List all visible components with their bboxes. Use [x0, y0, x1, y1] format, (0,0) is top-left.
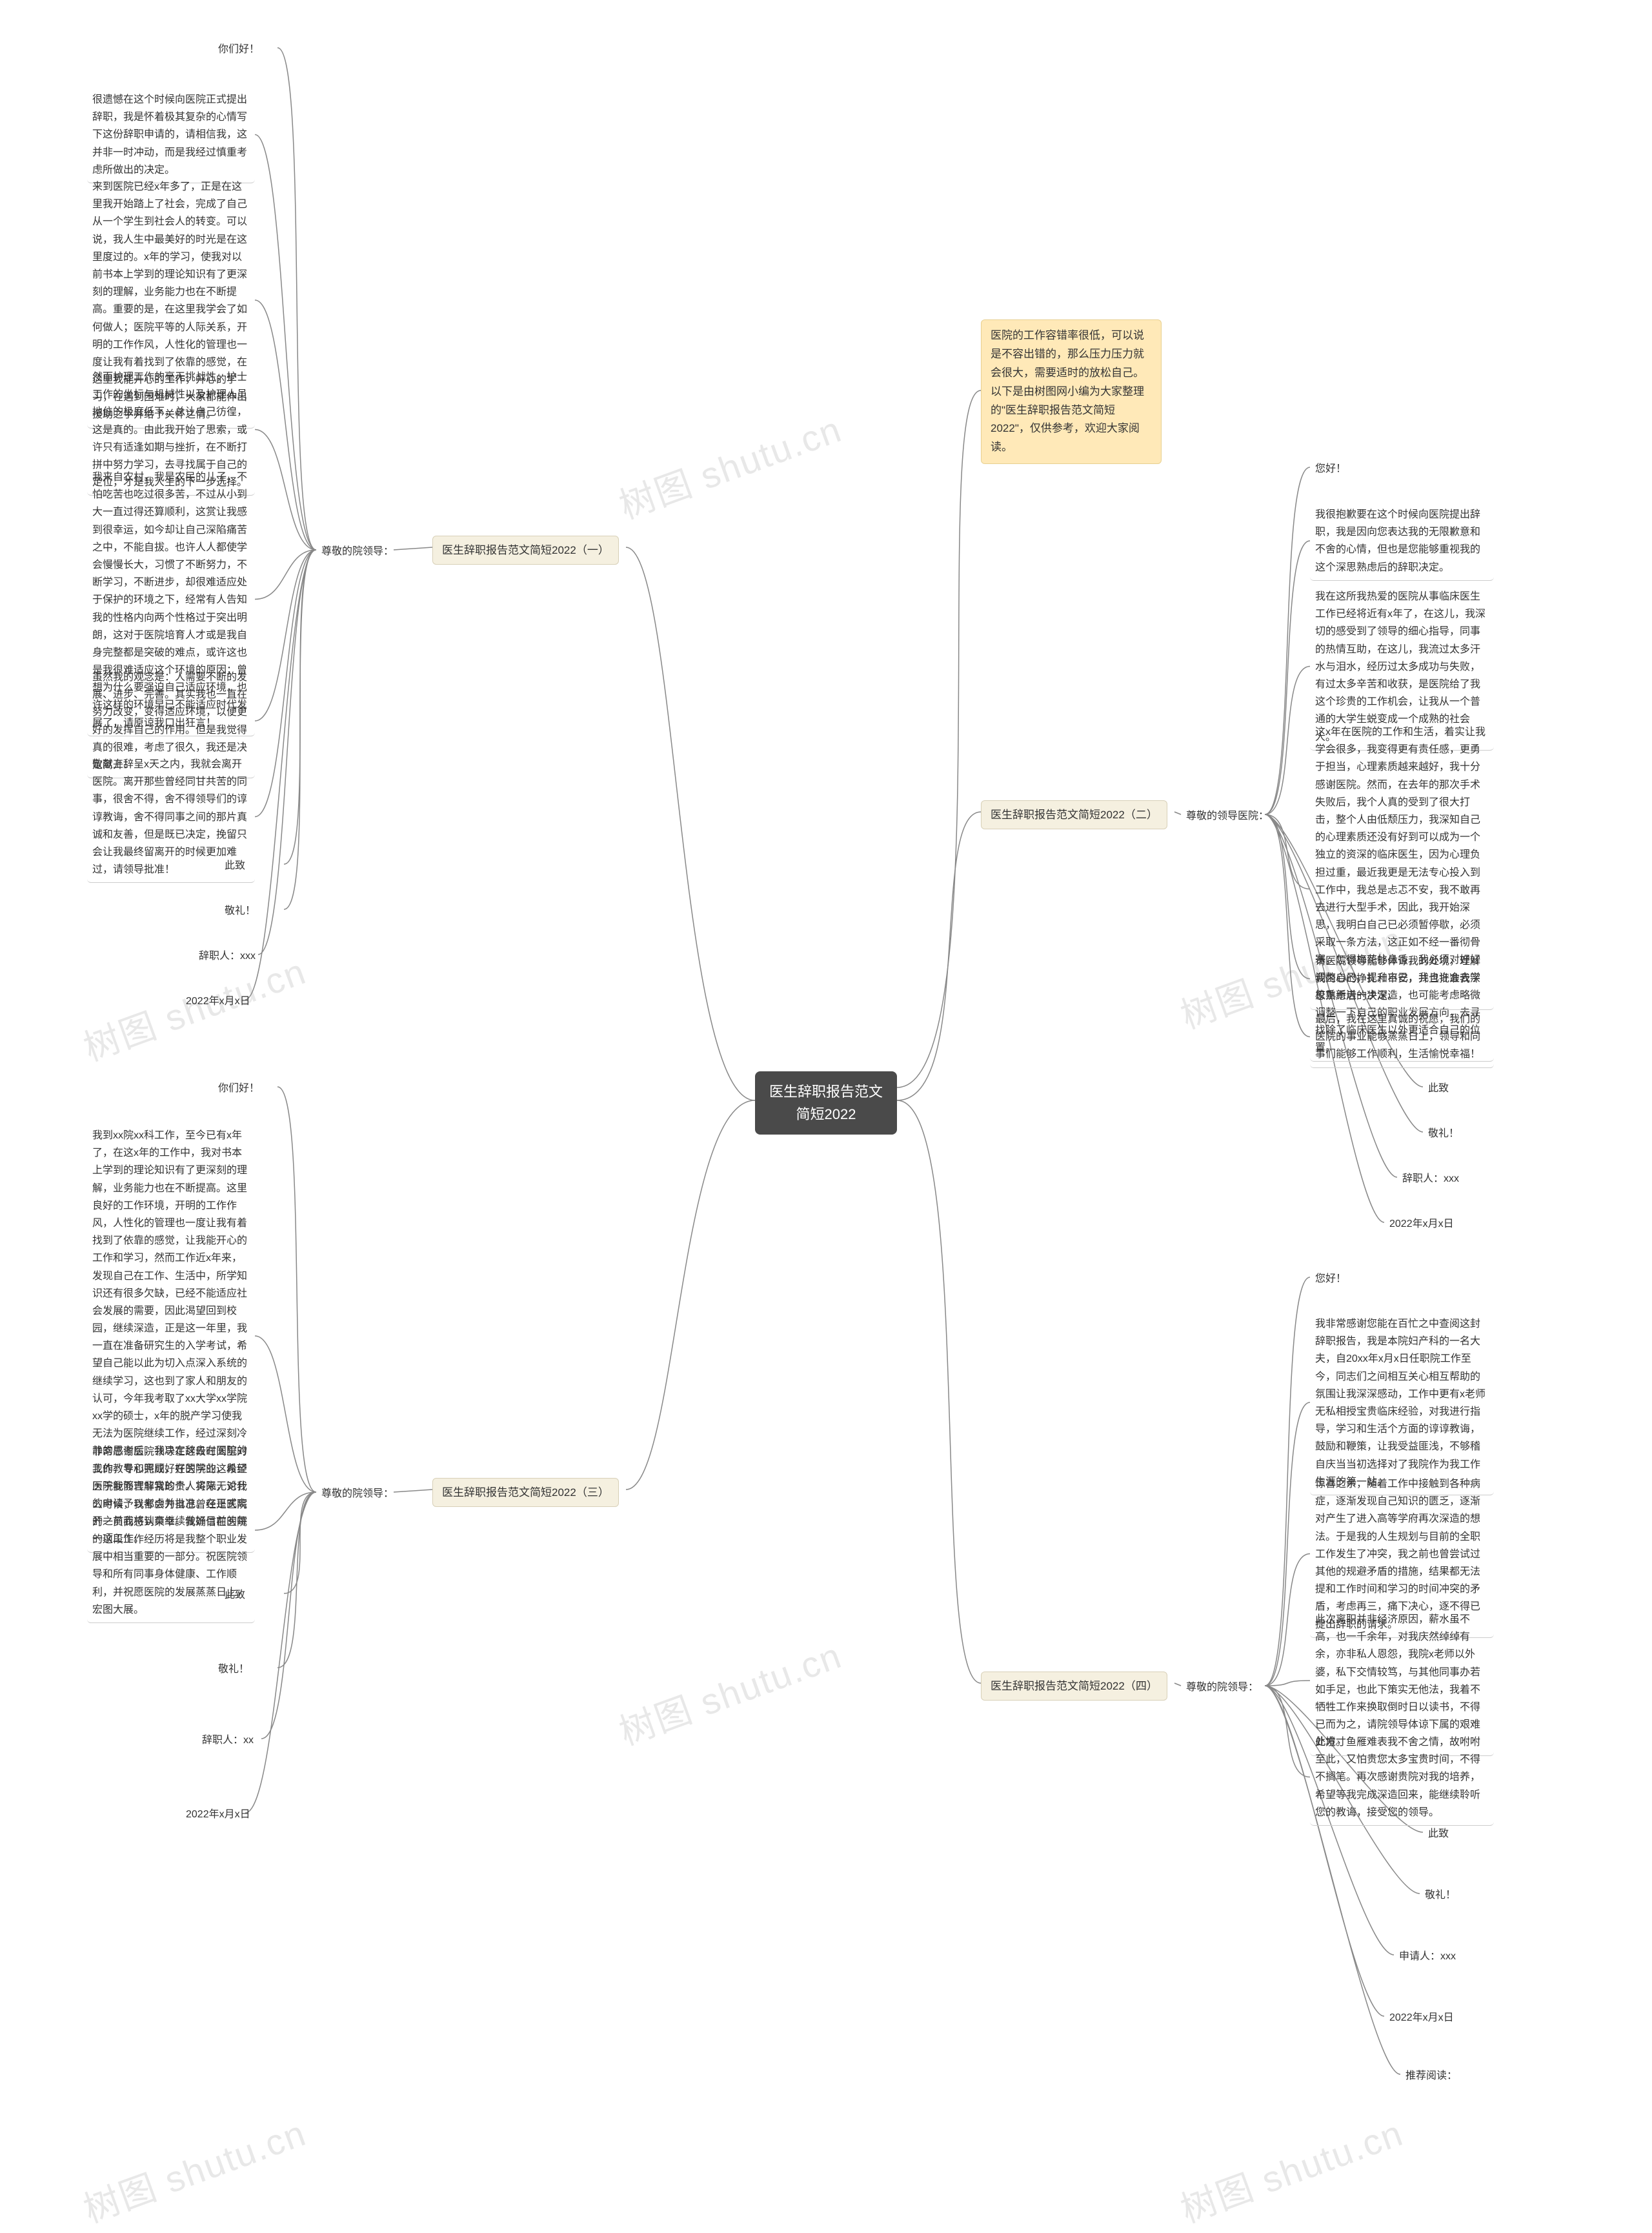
connector-line [255, 1492, 316, 1530]
leaf-node: 最后，我在这里真诚的祝愿，我们的医院的事业能够蒸蒸日上，领导和同事们能够工作顺利… [1310, 1007, 1494, 1068]
connector-line [284, 1492, 316, 1593]
connector-line [1265, 467, 1310, 814]
leaf-node: 请医院领导能够体谅我的处境，理解我内心的挣扎和不安，并且批准我深思熟虑后的决定。 [1310, 949, 1494, 1010]
leaf-node: 此致 [1423, 1078, 1454, 1100]
leaf-node: 很遗憾在这个时候向医院正式提出辞职，我是怀着极其复杂的心情写下这份辞职申请的，请… [87, 87, 255, 183]
leaf-node: 申请人：xxx [1394, 1946, 1461, 1968]
connector-line [255, 550, 316, 600]
connector-line [255, 1336, 316, 1492]
leaf-node: 2022年x月x日 [1384, 2007, 1459, 2029]
leaf-node: 辞职人：xxx [194, 945, 261, 967]
connector-line [1265, 541, 1310, 814]
connector-line [1265, 1554, 1310, 1686]
connector-line [394, 1490, 432, 1492]
branch-node: 医生辞职报告范文简短2022（三） [432, 1478, 619, 1507]
connector-line [394, 547, 432, 550]
connector-line [1265, 1402, 1310, 1686]
connector-line [284, 550, 316, 864]
leaf-node: 敬礼！ [213, 1659, 254, 1681]
label-node: 尊敬的院领导： [316, 1483, 399, 1505]
leaf-node: 2022年x月x日 [181, 991, 256, 1013]
center-node: 医生辞职报告范文简短2022 [755, 1071, 897, 1135]
leaf-node: 敬礼！ [219, 900, 261, 922]
connector-line [245, 550, 316, 1000]
connector-line [277, 1492, 316, 1668]
leaf-node: 2022年x月x日 [1384, 1213, 1459, 1235]
leaf-node: 我很抱歉要在这个时候向医院提出辞职，我是因向您表达我的无限歉意和不舍的心情，但也… [1310, 502, 1494, 581]
leaf-node: 此致 [1423, 1823, 1454, 1845]
leaf-node: 此致 [219, 1584, 250, 1606]
leaf-node: 此致 [219, 855, 250, 877]
leaf-node: 您好！ [1310, 1268, 1351, 1290]
connector-line [1174, 812, 1181, 814]
connector-line [897, 1100, 981, 1683]
connector-line [284, 550, 316, 909]
connector-line [255, 135, 316, 551]
intro-node: 医院的工作容错率很低，可以说是不容出错的，那么压力压力就会很大，需要适时的放松自… [981, 319, 1162, 464]
connector-line [258, 550, 316, 955]
leaf-node: 你们好！ [213, 1078, 265, 1100]
leaf-node: 辞职人：xxx [1397, 1168, 1464, 1190]
leaf-node: 此方寸鱼雁难表我不舍之情，故咐咐至此，又怕贵您太多宝贵时间，不得不搁笔。再次感谢… [1310, 1730, 1494, 1826]
branch-node: 医生辞职报告范文简短2022（四） [981, 1672, 1167, 1701]
connector-line [255, 550, 316, 817]
connector-line [1265, 1686, 1310, 1777]
connector-line [1265, 667, 1310, 815]
connector-line [1265, 1277, 1310, 1686]
connector-line [255, 300, 316, 550]
label-node: 尊敬的领导医院： [1181, 805, 1274, 827]
label-node: 尊敬的院领导： [316, 541, 399, 563]
connector-line [255, 430, 316, 551]
leaf-node: 我非常感谢您能在百忙之中查阅这封辞职报告，我是本院妇产科的一名大夫，自20xx年… [1310, 1311, 1494, 1495]
branch-node: 医生辞职报告范文简短2022（二） [981, 800, 1167, 829]
connector-line [277, 1087, 316, 1492]
leaf-node: 敬礼！ [1420, 1884, 1461, 1906]
connector-line [245, 1492, 316, 1813]
leaf-node: 你们好！ [213, 39, 265, 61]
leaf-node: 2022年x月x日 [181, 1804, 256, 1826]
connector-line [255, 550, 316, 721]
connector-line [277, 48, 316, 550]
connector-line [261, 1492, 316, 1739]
connector-line [626, 1100, 755, 1490]
leaf-node: 您好！ [1310, 458, 1351, 480]
connector-line [1265, 1681, 1310, 1686]
branch-node: 医生辞职报告范文简短2022（一） [432, 536, 619, 565]
connector-line [897, 390, 981, 1087]
leaf-node: 辞职人：xx [197, 1730, 259, 1752]
leaf-node: 推荐阅读： [1400, 2065, 1462, 2087]
connector-line [626, 547, 755, 1100]
connector-line [1174, 1683, 1181, 1686]
connector-line [897, 812, 981, 1100]
connector-line [1265, 814, 1310, 979]
connector-line [1265, 814, 1310, 1037]
label-node: 尊敬的院领导： [1181, 1677, 1264, 1699]
leaf-node: 敬礼！ [1423, 1123, 1464, 1145]
